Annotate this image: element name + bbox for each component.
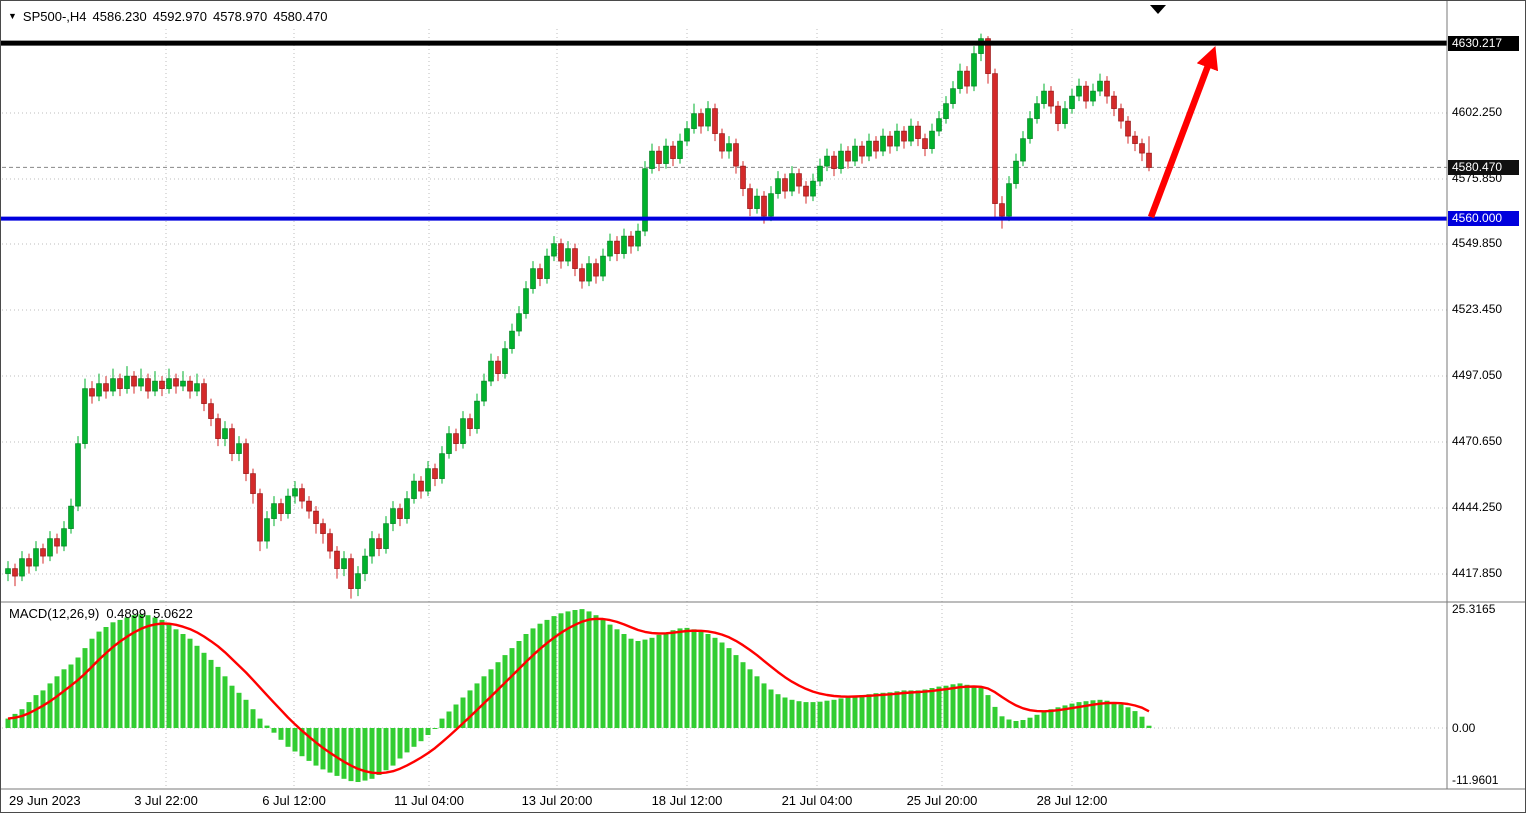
price-axis-label: 4497.050 — [1452, 368, 1503, 382]
time-axis-label: 18 Jul 12:00 — [651, 793, 723, 808]
chart-info-bar: ▼ SP500-,H4 4586.230 4592.970 4578.970 4… — [8, 9, 327, 24]
macd-signal-value: 5.0622 — [153, 606, 193, 621]
ohlc-low-value: 4578.970 — [212, 9, 268, 24]
price-axis-label: 4444.250 — [1452, 500, 1503, 514]
time-axis-label: 21 Jul 04:00 — [781, 793, 853, 808]
price-axis-label: 4417.850 — [1452, 566, 1503, 580]
time-axis-label: 13 Jul 20:00 — [521, 793, 593, 808]
price-axis-label: 4602.250 — [1452, 105, 1503, 119]
symbol-period-label: SP500-,H4 — [22, 9, 87, 24]
current-price-label: 4580.470 — [1448, 160, 1519, 175]
time-axis-label: 11 Jul 04:00 — [394, 793, 464, 808]
ohlc-close-value: 4580.470 — [273, 9, 328, 24]
macd-axis-label: 0.00 — [1452, 721, 1476, 735]
macd-histogram — [5, 609, 1152, 782]
time-axis-label: 28 Jul 12:00 — [1036, 793, 1108, 808]
price-axis-label: 4549.850 — [1452, 236, 1503, 250]
macd-name: MACD(12,26,9) — [9, 606, 100, 621]
macd-main-value: 0.4899 — [106, 606, 147, 621]
macd-axis-label: 25.3165 — [1452, 602, 1496, 616]
time-axis-label: 29 Jun 2023 — [9, 793, 81, 808]
symbol-dropdown-icon[interactable]: ▼ — [8, 11, 17, 21]
price-axis-label: 4523.450 — [1452, 302, 1503, 316]
time-axis-label: 3 Jul 22:00 — [134, 793, 198, 808]
price-axis-label: 4470.650 — [1452, 434, 1503, 448]
support-price-label: 4560.000 — [1448, 211, 1519, 226]
ohlc-open-value: 4586.230 — [92, 9, 147, 24]
candlestick-series — [5, 33, 1152, 599]
macd-axis-label: -11.9601 — [1452, 773, 1499, 787]
macd-signal-line — [7, 617, 1150, 775]
time-axis-label: 25 Jul 20:00 — [906, 793, 978, 808]
trend-arrow[interactable] — [1147, 45, 1219, 219]
resistance-price-label: 4630.217 — [1448, 36, 1519, 51]
ohlc-high-value: 4592.970 — [152, 9, 207, 24]
chart-shift-marker-icon[interactable] — [1150, 5, 1166, 14]
time-axis-label: 6 Jul 12:00 — [262, 793, 326, 808]
macd-indicator-label: MACD(12,26,9) 0.4899 5.0622 — [9, 606, 193, 621]
